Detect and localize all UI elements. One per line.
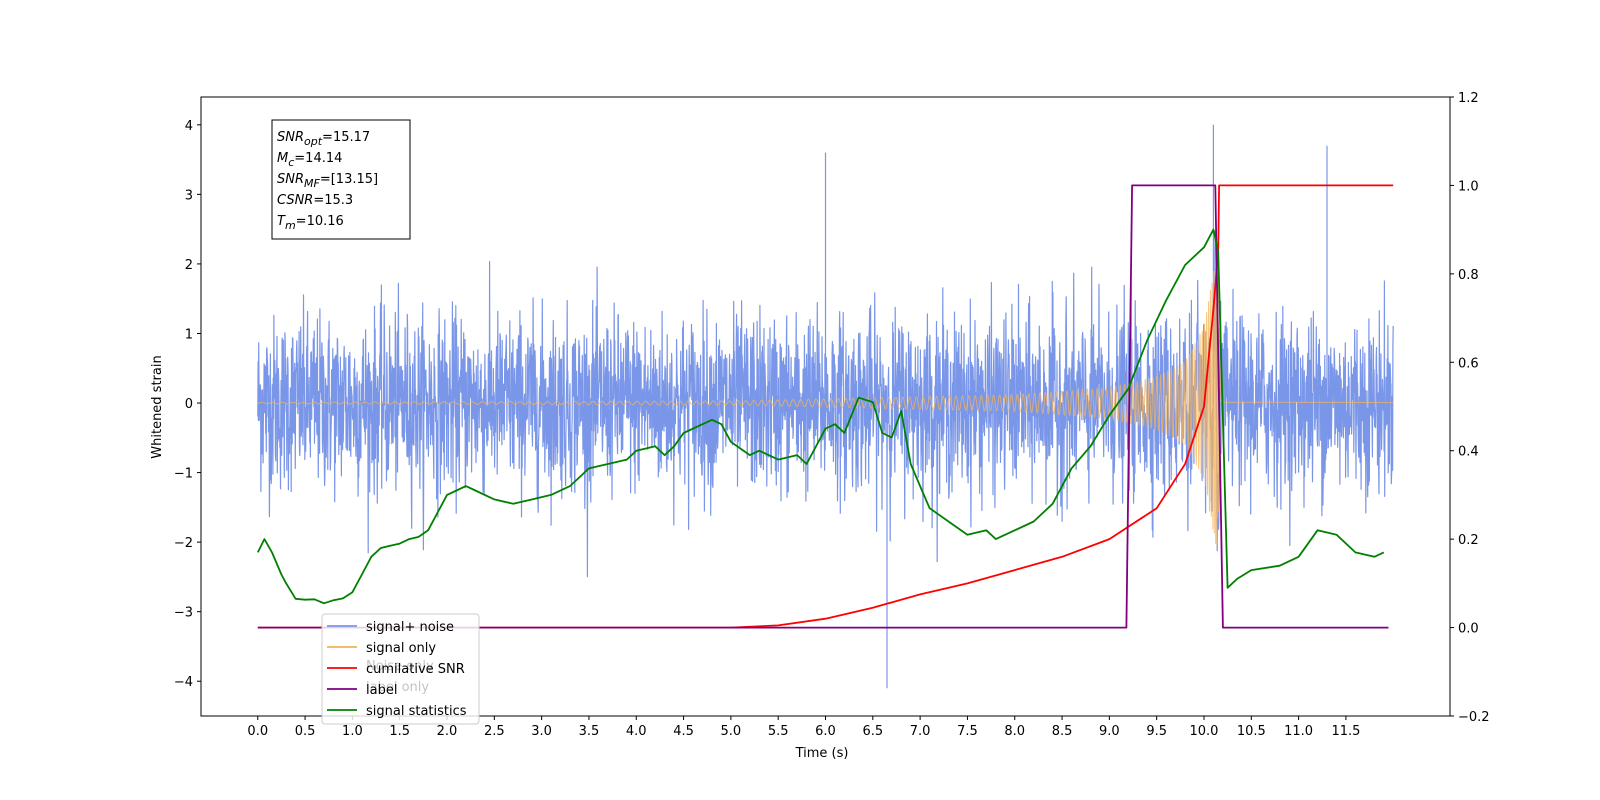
legend-label: signal only xyxy=(366,641,436,656)
legend-label: cumilative SNR xyxy=(366,662,465,677)
x-tick-label: 1.0 xyxy=(342,724,363,739)
x-tick-label: 4.0 xyxy=(626,724,647,739)
legend-frame xyxy=(321,613,480,725)
x-tick-label: 10.0 xyxy=(1190,724,1219,739)
info-box: SNRopt=15.17 Mc=14.14 SNRMF=[13.15] CSNR=15… xyxy=(271,119,411,240)
x-tick-label: 1.5 xyxy=(389,724,410,739)
y2-axis: 1.2 1.0 0.8 0.6 0.4 0.2 0.0 −0.2 xyxy=(1450,91,1490,725)
y-tick-label: −3 xyxy=(174,606,193,621)
legend-label: signal statistics xyxy=(366,704,467,719)
legend: Noise only label only signal+ noise signal … xyxy=(321,613,480,725)
x-tick-label: 8.5 xyxy=(1052,724,1073,739)
x-tick-label: 7.0 xyxy=(910,724,931,739)
legend-ghost-label: Noise only xyxy=(366,659,434,674)
series-signal-noise xyxy=(257,124,1394,689)
y-tick-label: 4 xyxy=(185,119,193,134)
series-layer xyxy=(256,124,1394,689)
y2-tick-label: 0.4 xyxy=(1458,445,1479,460)
y2-tick-label: 1.0 xyxy=(1458,179,1479,194)
info-line: CSNR=15.3 xyxy=(277,193,353,208)
x-tick-label: 8.0 xyxy=(1004,724,1025,739)
y-axis: 4 3 2 1 0 −1 −2 −3 −4 xyxy=(174,119,201,690)
series-signal-statistics xyxy=(256,228,1385,605)
x-tick-label: 10.5 xyxy=(1237,724,1266,739)
info-line: Mc=14.14 xyxy=(277,151,342,169)
y-tick-label: 2 xyxy=(185,258,193,273)
y2-tick-label: 0.2 xyxy=(1458,533,1479,548)
x-tick-label: 0.5 xyxy=(295,724,316,739)
y-tick-label: 1 xyxy=(185,327,193,342)
x-tick-label: 6.5 xyxy=(862,724,883,739)
x-tick-label: 9.5 xyxy=(1146,724,1167,739)
y2-tick-label: 1.2 xyxy=(1458,91,1479,106)
x-tick-label: 2.0 xyxy=(437,724,458,739)
x-tick-label: 6.0 xyxy=(815,724,836,739)
info-line: SNRopt=15.17 xyxy=(277,130,370,148)
info-box-frame xyxy=(271,119,411,240)
legend-ghost-label: label only xyxy=(366,680,429,695)
x-tick-label: 11.5 xyxy=(1331,724,1360,739)
y-axis-label: Whitened strain xyxy=(150,355,165,458)
x-tick-label: 0.0 xyxy=(247,724,268,739)
legend-label: label xyxy=(366,683,397,698)
y2-tick-label: −0.2 xyxy=(1458,710,1490,725)
x-tick-label: 7.5 xyxy=(957,724,978,739)
series-label xyxy=(257,184,1389,629)
legend-label: signal+ noise xyxy=(366,620,454,635)
info-line: Tm=10.16 xyxy=(277,214,344,232)
y-tick-label: −2 xyxy=(174,536,193,551)
x-axis: 0.0 0.5 1.0 1.5 2.0 2.5 3.0 3.5 4.0 4.5 5.0 5.5 6.0 6… xyxy=(247,716,1360,739)
y-tick-label: −4 xyxy=(174,675,193,690)
x-tick-label: 9.0 xyxy=(1099,724,1120,739)
x-tick-label: 5.5 xyxy=(768,724,789,739)
y-tick-label: −1 xyxy=(174,467,193,482)
x-tick-label: 2.5 xyxy=(484,724,505,739)
x-tick-label: 4.5 xyxy=(673,724,694,739)
y2-tick-label: 0.6 xyxy=(1458,356,1479,371)
y2-tick-label: 0.0 xyxy=(1458,622,1479,637)
x-tick-label: 5.0 xyxy=(721,724,742,739)
x-tick-label: 3.5 xyxy=(579,724,600,739)
info-line: SNRMF=[13.15] xyxy=(277,172,378,190)
y-tick-label: 3 xyxy=(185,188,193,203)
x-tick-label: 3.0 xyxy=(531,724,552,739)
x-axis-label: Time (s) xyxy=(795,746,849,761)
x-tick-label: 11.0 xyxy=(1284,724,1313,739)
y-tick-label: 0 xyxy=(185,397,193,412)
y2-tick-label: 0.8 xyxy=(1458,268,1479,283)
series-cumilative-snr xyxy=(257,184,1394,629)
